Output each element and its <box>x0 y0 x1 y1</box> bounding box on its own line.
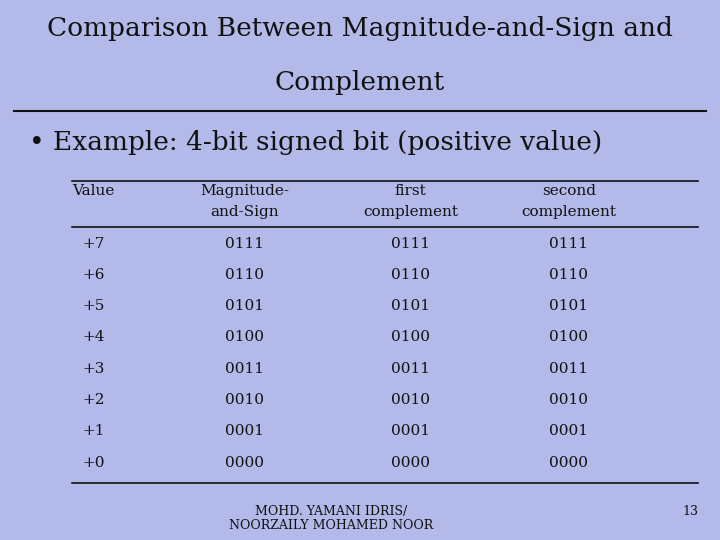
Text: +4: +4 <box>82 330 105 345</box>
Text: second: second <box>542 184 596 198</box>
Text: +6: +6 <box>82 268 105 282</box>
Text: 0111: 0111 <box>391 237 430 251</box>
Text: and-Sign: and-Sign <box>210 205 279 219</box>
Text: 0000: 0000 <box>391 456 430 470</box>
Text: 0010: 0010 <box>549 393 588 407</box>
Text: NOORZAILY MOHAMED NOOR: NOORZAILY MOHAMED NOOR <box>229 519 433 532</box>
Text: +5: +5 <box>82 299 105 313</box>
Text: Magnitude-: Magnitude- <box>200 184 289 198</box>
Text: 0001: 0001 <box>225 424 264 438</box>
Text: 0000: 0000 <box>549 456 588 470</box>
Text: 0100: 0100 <box>225 330 264 345</box>
Text: +3: +3 <box>82 362 105 376</box>
Text: 0101: 0101 <box>549 299 588 313</box>
Text: 0110: 0110 <box>549 268 588 282</box>
Text: 0111: 0111 <box>549 237 588 251</box>
Text: 0011: 0011 <box>225 362 264 376</box>
Text: 0010: 0010 <box>225 393 264 407</box>
Text: first: first <box>395 184 426 198</box>
Text: 0101: 0101 <box>225 299 264 313</box>
Text: Comparison Between Magnitude-and-Sign and: Comparison Between Magnitude-and-Sign an… <box>47 16 673 41</box>
Text: +7: +7 <box>82 237 105 251</box>
Text: 0110: 0110 <box>391 268 430 282</box>
Text: 0010: 0010 <box>391 393 430 407</box>
Text: 0000: 0000 <box>225 456 264 470</box>
Text: 0101: 0101 <box>391 299 430 313</box>
Text: complement: complement <box>363 205 458 219</box>
Text: 0011: 0011 <box>549 362 588 376</box>
Text: 0001: 0001 <box>549 424 588 438</box>
Text: +1: +1 <box>82 424 105 438</box>
Text: • Example: 4-bit signed bit (positive value): • Example: 4-bit signed bit (positive va… <box>29 130 602 154</box>
Text: MOHD. YAMANI IDRIS/: MOHD. YAMANI IDRIS/ <box>255 505 408 518</box>
Text: 0111: 0111 <box>225 237 264 251</box>
Text: +0: +0 <box>82 456 105 470</box>
Text: 0001: 0001 <box>391 424 430 438</box>
Text: 0011: 0011 <box>391 362 430 376</box>
Text: 0100: 0100 <box>549 330 588 345</box>
Text: Value: Value <box>73 184 114 198</box>
Text: complement: complement <box>521 205 616 219</box>
Text: 13: 13 <box>683 505 698 518</box>
Text: 0110: 0110 <box>225 268 264 282</box>
Text: Complement: Complement <box>275 70 445 95</box>
Text: 0100: 0100 <box>391 330 430 345</box>
Text: +2: +2 <box>82 393 105 407</box>
